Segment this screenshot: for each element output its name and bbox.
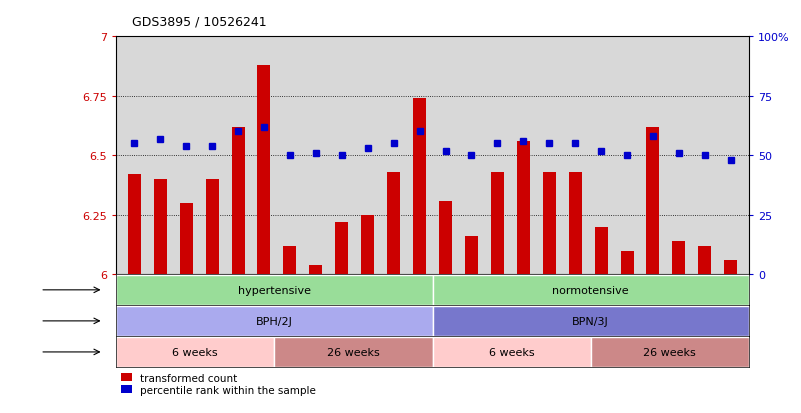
Bar [491, 173, 504, 275]
Text: GDS3895 / 10526241: GDS3895 / 10526241 [132, 16, 267, 29]
Bar [361, 215, 374, 275]
Bar [336, 222, 348, 275]
Bar [231, 127, 244, 275]
Text: 26 weeks: 26 weeks [643, 347, 696, 357]
Bar [646, 127, 659, 275]
Bar [179, 203, 193, 275]
Bar [154, 180, 167, 275]
Bar [309, 265, 322, 275]
Text: 6 weeks: 6 weeks [172, 347, 218, 357]
Bar [274, 337, 433, 367]
Bar [284, 246, 296, 275]
Bar [387, 173, 400, 275]
Bar [433, 275, 749, 305]
Bar [257, 66, 271, 275]
Bar [116, 337, 274, 367]
Bar [128, 175, 141, 275]
Bar [591, 337, 749, 367]
Bar [433, 337, 590, 367]
Bar [465, 237, 478, 275]
Bar [116, 306, 433, 336]
Text: hypertensive: hypertensive [238, 285, 311, 295]
Bar [116, 275, 433, 305]
Bar [517, 142, 529, 275]
Bar [543, 173, 556, 275]
Bar [594, 227, 608, 275]
Text: 26 weeks: 26 weeks [327, 347, 380, 357]
Bar [433, 306, 749, 336]
Bar [724, 261, 737, 275]
Bar [672, 241, 686, 275]
Bar [621, 251, 634, 275]
Text: BPH/2J: BPH/2J [256, 316, 293, 326]
Bar [698, 246, 711, 275]
Bar [413, 99, 426, 275]
Text: BPN/3J: BPN/3J [573, 316, 609, 326]
Bar [206, 180, 219, 275]
Bar [439, 201, 452, 275]
Legend: transformed count, percentile rank within the sample: transformed count, percentile rank withi… [122, 373, 316, 395]
Text: 6 weeks: 6 weeks [489, 347, 534, 357]
Bar [569, 173, 582, 275]
Text: normotensive: normotensive [553, 285, 629, 295]
